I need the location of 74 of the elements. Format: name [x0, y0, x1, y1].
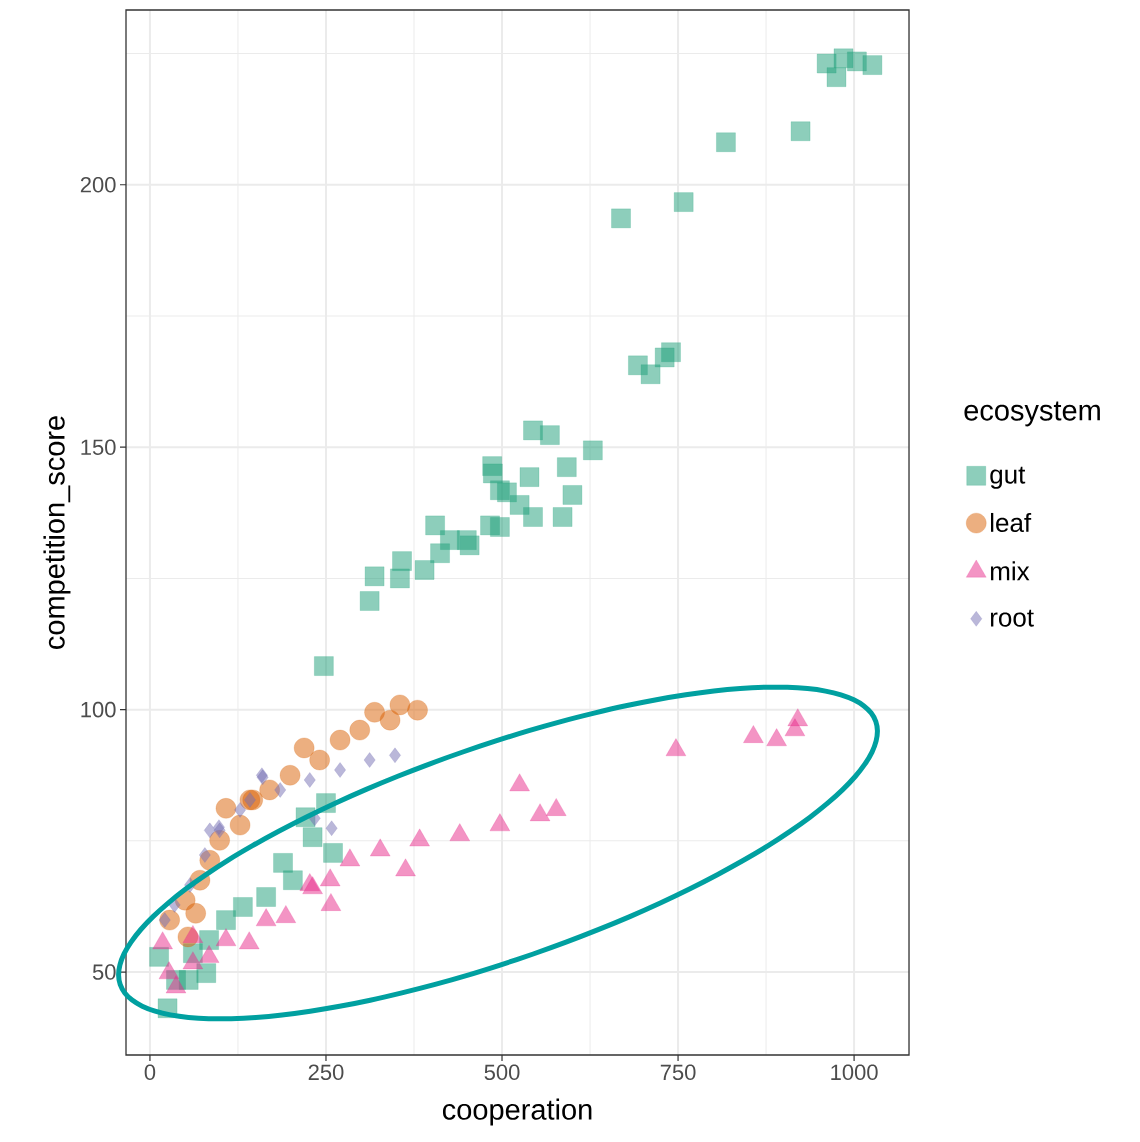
x-tick-label: 750	[660, 1064, 696, 1081]
y-axis-title: competition_score	[43, 416, 71, 649]
point	[216, 910, 236, 930]
point	[392, 551, 412, 571]
point	[234, 802, 246, 818]
point	[302, 827, 323, 847]
point	[283, 870, 303, 890]
point	[457, 530, 477, 550]
point	[229, 814, 251, 836]
y-tick-label: 100	[81, 701, 116, 718]
point	[389, 747, 401, 763]
point	[523, 420, 543, 441]
point	[557, 457, 577, 477]
point	[293, 737, 315, 759]
point	[325, 820, 338, 836]
y-tick-label: 200	[80, 176, 116, 193]
x-tick-label: 0	[144, 1064, 156, 1081]
x-tick-label: 250	[308, 1064, 344, 1081]
point	[490, 517, 510, 537]
point	[862, 55, 883, 75]
y-tick-label: 50	[92, 964, 116, 980]
legend-label: gut	[990, 466, 1026, 489]
point	[274, 782, 287, 798]
point	[716, 132, 736, 152]
point	[359, 591, 380, 611]
x-axis-title: cooperation	[442, 1098, 592, 1126]
point	[314, 656, 334, 676]
point	[661, 342, 681, 362]
legend-label: root	[990, 609, 1034, 627]
point	[334, 762, 346, 778]
point	[203, 822, 216, 839]
y-tick-label: 150	[81, 439, 116, 455]
point	[256, 887, 276, 907]
point	[523, 507, 543, 527]
point	[673, 192, 694, 212]
point	[273, 853, 293, 873]
point	[349, 719, 370, 741]
point	[149, 947, 169, 967]
point	[483, 463, 503, 484]
point	[364, 702, 385, 723]
x-tick-label: 500	[484, 1064, 520, 1081]
point	[233, 897, 253, 917]
point	[213, 819, 225, 835]
point	[425, 515, 445, 536]
point	[562, 485, 583, 505]
point	[390, 568, 410, 589]
point	[790, 121, 811, 141]
legend-label: mix	[990, 561, 1030, 581]
point	[364, 566, 385, 587]
point	[497, 482, 517, 503]
point	[303, 772, 316, 788]
point	[611, 208, 631, 229]
point	[540, 425, 560, 445]
point	[279, 765, 301, 786]
point	[430, 543, 450, 563]
point	[552, 507, 573, 527]
legend-label: leaf	[991, 512, 1032, 533]
point	[196, 963, 216, 983]
point	[407, 699, 428, 721]
point	[363, 752, 376, 768]
point	[185, 903, 206, 924]
point	[640, 364, 661, 384]
point	[329, 729, 351, 751]
point	[519, 467, 540, 487]
legend-title: ecosystem	[964, 401, 1100, 427]
x-tick-label: 1000	[831, 1064, 878, 1081]
point	[583, 440, 603, 461]
point	[215, 798, 237, 819]
point	[379, 709, 401, 731]
point	[309, 749, 330, 771]
point	[389, 694, 411, 716]
point	[414, 560, 435, 580]
point	[323, 843, 343, 863]
point	[826, 67, 847, 87]
